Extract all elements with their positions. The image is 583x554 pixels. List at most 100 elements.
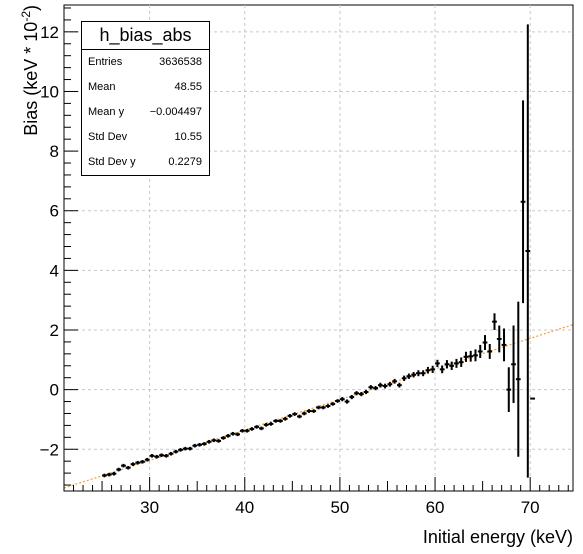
data-point <box>477 344 483 359</box>
data-point <box>297 414 302 419</box>
data-point <box>211 438 217 443</box>
data-point <box>368 385 374 390</box>
data-point <box>306 409 312 413</box>
stats-title: h_bias_abs <box>82 22 209 50</box>
data-point <box>511 325 516 404</box>
data-point <box>178 448 183 452</box>
data-point <box>444 360 450 369</box>
data-point <box>135 460 141 465</box>
stats-label: Std Dev <box>88 131 128 143</box>
ticks-layer: 30 40 50 60 70 −2 0 2 4 6 8 10 12 <box>40 7 569 517</box>
data-point <box>292 412 298 416</box>
data-point <box>102 473 107 478</box>
data-point <box>130 462 136 466</box>
data-point <box>140 459 145 464</box>
data-point <box>468 350 474 362</box>
data-layer <box>102 24 535 478</box>
data-point <box>282 417 288 421</box>
data-point <box>420 370 426 377</box>
y-tick-label: 8 <box>50 142 59 161</box>
data-point <box>182 446 188 451</box>
data-point <box>230 431 236 436</box>
data-point <box>458 357 464 367</box>
x-axis-title: Initial energy (keV) <box>423 527 573 547</box>
data-point <box>173 449 179 454</box>
data-point <box>487 344 493 359</box>
data-point <box>278 419 283 423</box>
stats-value: 0.2279 <box>168 156 202 168</box>
plot-frame <box>63 4 574 492</box>
data-point <box>116 467 122 472</box>
stats-row-mean-y: Mean y −0.004497 <box>82 100 209 125</box>
stats-label: Std Dev y <box>88 156 136 168</box>
data-point <box>435 359 440 367</box>
data-point <box>163 454 169 458</box>
data-point <box>325 404 331 408</box>
data-point <box>439 365 445 374</box>
stats-value: 3636538 <box>159 56 202 68</box>
data-point <box>416 370 421 377</box>
data-point <box>268 422 274 426</box>
data-point <box>520 100 526 304</box>
data-point <box>192 443 198 448</box>
stats-label: Mean y <box>88 106 125 118</box>
data-point <box>473 349 478 362</box>
data-point <box>463 351 469 362</box>
data-point <box>273 419 279 423</box>
y-tick-label: −2 <box>40 440 59 459</box>
y-tick-label: 12 <box>40 23 59 42</box>
y-tick-label: 10 <box>40 82 59 101</box>
stats-value: 48.55 <box>174 81 202 93</box>
data-point <box>263 423 269 427</box>
stats-value: 10.55 <box>174 131 202 143</box>
x-tick-label: 40 <box>235 498 254 517</box>
data-point <box>149 454 155 458</box>
data-point <box>287 414 293 418</box>
data-point <box>187 446 193 451</box>
data-point <box>106 472 112 477</box>
data-point <box>301 411 307 416</box>
data-point <box>344 399 350 404</box>
data-point <box>244 428 250 433</box>
data-point <box>125 465 131 470</box>
stats-row-mean: Mean 48.55 <box>82 75 209 100</box>
y-tick-label: 6 <box>50 202 59 221</box>
data-point <box>249 427 255 431</box>
data-point <box>373 386 378 391</box>
y-tick-label: 0 <box>50 381 59 400</box>
x-tick-label: 70 <box>521 498 540 517</box>
data-point <box>392 378 397 384</box>
data-point <box>159 453 164 458</box>
data-point <box>425 366 431 374</box>
data-point <box>506 367 512 412</box>
data-point <box>349 394 355 400</box>
stats-row-entries: Entries 3636538 <box>82 50 209 75</box>
data-point <box>335 399 340 403</box>
data-point <box>449 361 455 370</box>
data-point <box>168 451 174 456</box>
data-point <box>320 405 326 410</box>
data-point <box>382 383 388 389</box>
data-point <box>387 381 393 387</box>
data-point <box>377 382 383 388</box>
data-point <box>220 436 226 440</box>
data-point <box>501 328 507 362</box>
data-point <box>121 463 126 468</box>
data-point <box>430 365 436 373</box>
y-axis-title-suffix: ) <box>21 5 41 11</box>
y-tick-label: 4 <box>50 261 59 280</box>
data-point <box>225 434 231 438</box>
stats-row-std-dev: Std Dev 10.55 <box>82 125 209 150</box>
data-point <box>311 409 317 413</box>
data-point <box>240 428 245 433</box>
data-point <box>354 391 359 396</box>
data-point <box>525 24 531 478</box>
x-tick-label: 60 <box>426 498 445 517</box>
stats-box: h_bias_abs Entries 3636538 Mean 48.55 Me… <box>81 21 210 176</box>
stats-row-std-dev-y: Std Dev y 0.2279 <box>82 150 209 175</box>
y-axis-title-exponent: -2 <box>19 11 33 22</box>
data-point <box>339 397 345 402</box>
data-point <box>111 471 117 476</box>
data-point <box>358 392 364 397</box>
